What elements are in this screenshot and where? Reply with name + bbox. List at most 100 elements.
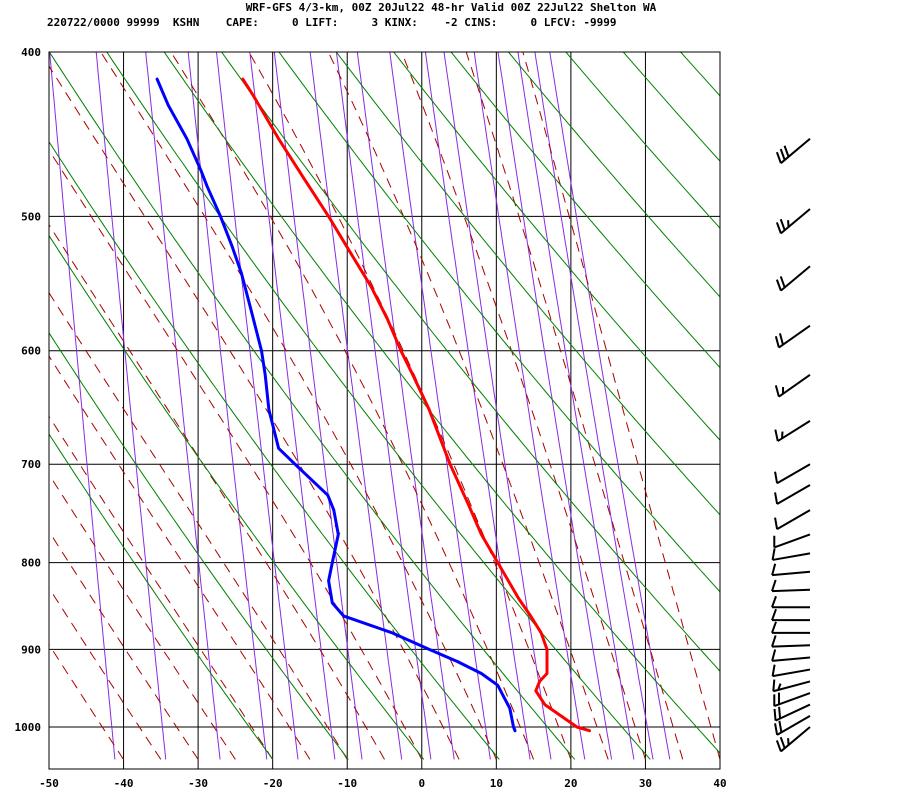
wind-barb-staff	[776, 484, 811, 505]
wind-barb	[774, 509, 811, 531]
y-tick-label: 700	[21, 458, 41, 471]
dry-adiabat-line	[49, 52, 576, 760]
wind-barb-feather	[777, 683, 782, 691]
chart-subtitle: 220722/0000 99999 KSHN CAPE: 0 LIFT: 3 K…	[47, 16, 617, 29]
wind-barb-staff	[772, 570, 811, 577]
y-tick-label: 400	[21, 46, 41, 59]
moist-adiabat-line	[522, 52, 720, 760]
wind-barb-staff	[780, 265, 811, 292]
wind-barb-feather	[778, 720, 783, 733]
wind-barb-feather	[774, 492, 779, 505]
dry-adiabat-line	[49, 332, 349, 760]
wind-barb-feather	[775, 151, 782, 164]
wind-barb-feather	[771, 621, 777, 634]
wind-barb	[774, 374, 811, 398]
x-tick-label: -40	[114, 777, 134, 790]
moist-adiabat-line	[49, 473, 236, 760]
dry-adiabat-line	[49, 140, 500, 760]
mixing-ratio-line	[517, 52, 635, 760]
wind-barb-feather	[783, 145, 790, 158]
wind-barb-feather	[779, 148, 786, 161]
wind-barb-staff	[776, 715, 811, 736]
wind-barb-feather	[774, 471, 779, 484]
y-tick-label: 600	[21, 345, 41, 358]
wind-barb-feather	[774, 723, 779, 736]
wind-barb-staff	[773, 680, 811, 693]
dry-adiabat-line	[622, 52, 720, 162]
mixing-ratio-line	[49, 52, 116, 760]
wind-barb-staff	[772, 668, 811, 678]
wind-barb-feather	[775, 222, 782, 234]
dry-adiabat-line	[220, 52, 720, 672]
wind-barb-feather	[775, 279, 782, 291]
mixing-ratio-line	[356, 52, 455, 760]
y-axis-ticks: 400 500 600 700 800 900 1000	[15, 46, 42, 734]
wind-barb-feather	[775, 740, 782, 752]
dry-adiabat-line	[787, 43, 900, 760]
x-tick-label: -10	[337, 777, 357, 790]
y-tick-label: 800	[21, 557, 41, 570]
mixing-ratio-line	[249, 52, 336, 760]
wind-barb-feather	[772, 679, 776, 692]
mixing-ratio-line	[273, 52, 363, 760]
wind-barb	[771, 563, 811, 577]
wind-barb	[771, 595, 810, 609]
wind-barb-staff	[771, 644, 811, 648]
wind-barb	[771, 621, 810, 634]
dry-adiabat-line	[393, 52, 720, 441]
moist-adiabat-line	[49, 65, 460, 760]
dry-adiabat-line	[507, 52, 720, 298]
wind-barb-feather	[771, 548, 776, 561]
wind-barb-staff	[778, 374, 811, 398]
wind-barb-staff	[778, 324, 811, 349]
mixing-ratio-line	[443, 52, 552, 760]
mixing-ratio-line	[95, 52, 167, 760]
mixing-ratio-line	[497, 52, 613, 760]
wind-barb-feather	[771, 563, 777, 576]
wind-barb	[773, 703, 811, 722]
temperature-profile-line	[241, 77, 591, 733]
wind-barb-staff	[771, 588, 811, 593]
dry-adiabat-line	[335, 52, 720, 516]
wind-barb-feather	[774, 335, 780, 348]
wind-barb-staff	[772, 656, 811, 662]
wind-barb-staff	[780, 726, 811, 753]
wind-barbs	[771, 138, 811, 753]
wind-barb	[773, 692, 811, 708]
x-tick-label: 0	[418, 777, 425, 790]
dry-adiabat-line	[49, 433, 274, 760]
wind-barb-feather	[771, 635, 777, 647]
wind-barb	[774, 420, 811, 442]
wind-barb	[771, 649, 811, 662]
wind-barb	[771, 608, 810, 622]
wind-barb-feather	[771, 595, 777, 608]
y-tick-label: 1000	[15, 721, 42, 734]
sounding-profiles	[155, 77, 591, 733]
dry-adiabat-line	[106, 52, 651, 760]
wind-barb	[774, 715, 811, 736]
wind-barb-staff	[773, 692, 811, 708]
wind-barb-feather	[779, 218, 786, 231]
x-tick-label: -50	[39, 777, 59, 790]
mixing-ratio-line	[389, 52, 491, 760]
dry-adiabat-line	[450, 52, 720, 369]
mixing-ratio-line	[534, 52, 654, 760]
wind-barb	[771, 635, 811, 648]
x-axis-ticks: -50 -40 -30 -20 -10 0 10 20 30 40	[39, 777, 727, 790]
mixing-ratio-line	[309, 52, 403, 760]
wind-barb-staff	[772, 552, 811, 561]
mixing-ratio-line	[473, 52, 586, 760]
wind-barb-staff	[780, 138, 811, 164]
moist-adiabat-line	[49, 291, 348, 760]
mixing-ratio-lines	[49, 52, 671, 760]
wind-barb-feather	[774, 385, 780, 397]
plot-frame	[48, 51, 721, 770]
wind-barb	[775, 138, 811, 164]
wind-barb-feather	[771, 608, 777, 621]
wind-barb	[775, 208, 811, 235]
wind-barb-feather	[771, 649, 777, 662]
wind-barb	[771, 664, 811, 678]
wind-barb-feather	[771, 579, 777, 592]
wind-barb-staff	[773, 533, 811, 549]
x-tick-label: 20	[564, 777, 577, 790]
